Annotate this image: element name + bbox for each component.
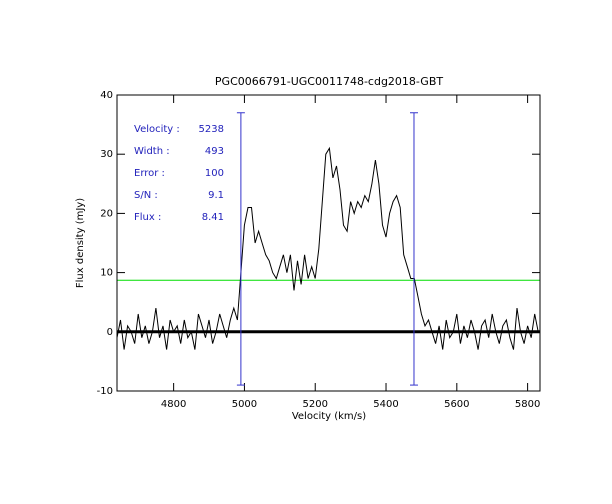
annotation-label: Velocity : xyxy=(134,124,180,135)
annotation-value: 5238 xyxy=(199,124,224,135)
annotation-label: Error : xyxy=(134,168,165,179)
x-tick-label: 5000 xyxy=(232,399,257,410)
y-tick-label: 10 xyxy=(100,268,113,279)
chart-title: PGC0066791-UGC0011748-cdg2018-GBT xyxy=(215,75,443,88)
annotation-label: Flux : xyxy=(134,212,161,223)
spectrum-line xyxy=(116,146,539,350)
y-tick-label: 40 xyxy=(100,90,113,101)
y-tick-label: -10 xyxy=(97,386,113,397)
x-tick-label: 5400 xyxy=(373,399,398,410)
annotation-value: 493 xyxy=(205,146,224,157)
y-axis-label: Flux density (mJy) xyxy=(75,198,86,288)
annotation-label: S/N : xyxy=(134,190,158,201)
x-tick-label: 5200 xyxy=(302,399,327,410)
annotation-value: 100 xyxy=(205,168,224,179)
annotation-label: Width : xyxy=(134,146,170,157)
plot-frame xyxy=(116,94,541,392)
x-tick-label: 5600 xyxy=(444,399,469,410)
y-tick-label: 0 xyxy=(107,327,113,338)
annotation-value: 9.1 xyxy=(208,190,224,201)
x-tick-label: 5800 xyxy=(515,399,540,410)
y-tick-label: 30 xyxy=(100,149,113,160)
y-tick-label: 20 xyxy=(100,208,113,219)
x-tick-label: 4800 xyxy=(161,399,186,410)
annotation-value: 8.41 xyxy=(202,212,224,223)
x-axis-label: Velocity (km/s) xyxy=(292,411,366,422)
